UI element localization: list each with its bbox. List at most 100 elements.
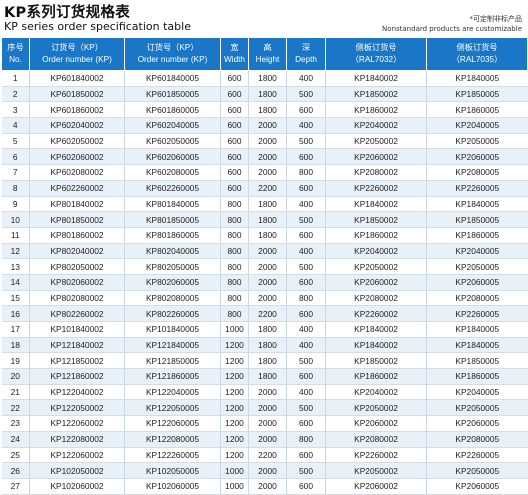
cell-side-panel-ral7032: KP2080002 [325, 164, 427, 181]
cell-order-number-a: KP102060002 [29, 478, 125, 495]
cell-side-panel-ral7032: KP1850002 [325, 352, 427, 370]
cell-side-panel-ral7035: KP1840005 [426, 70, 528, 87]
cell-no: 11 [1, 227, 30, 244]
cell-depth: 400 [286, 337, 326, 354]
cell-width: 600 [220, 117, 249, 134]
cell-depth: 400 [286, 196, 326, 213]
cell-width: 600 [220, 180, 249, 197]
table-row: 17 KP101840002 KP101840005 1000 1800 400 KP184… [1, 321, 528, 338]
table-row: 21 KP122040002 KP122040005 1200 2000 400 KP204… [1, 384, 528, 401]
table-row: 2 KP601850002 KP601850005 600 1800 500 KP18500… [1, 86, 528, 103]
header-side-panel-ral7035: 侧板订货号 （RAL7035） [426, 37, 528, 71]
table-row: 27 KP102060002 KP102060005 1000 2000 600 KP206… [1, 478, 528, 495]
cell-height: 1800 [248, 70, 287, 87]
table-row: 8 KP602260002 KP602260005 600 2200 600 KP22600… [1, 180, 528, 197]
cell-height: 2200 [248, 447, 287, 464]
cell-order-number-a: KP602050002 [29, 133, 125, 150]
cell-order-number-a: KP802060002 [29, 274, 125, 291]
cell-width: 600 [220, 148, 249, 166]
cell-side-panel-ral7032: KP2050002 [325, 399, 427, 417]
cell-side-panel-ral7035: KP2040005 [426, 384, 528, 401]
table-row: 13 KP802050002 KP802050005 800 2000 500 KP2050… [1, 258, 528, 275]
cell-side-panel-ral7032: KP2260002 [325, 180, 427, 197]
table-row: 11 KP801860002 KP801860005 800 1800 600 KP1860… [1, 227, 528, 244]
cell-no: 18 [1, 337, 30, 354]
cell-order-number-a: KP801860002 [29, 227, 125, 244]
cell-order-number-b: KP602260005 [124, 180, 221, 197]
cell-order-number-b: KP601860005 [124, 101, 221, 119]
cell-width: 1200 [220, 431, 249, 448]
cell-side-panel-ral7035: KP2260005 [426, 305, 528, 322]
cell-side-panel-ral7032: KP1850002 [325, 211, 427, 228]
cell-height: 2000 [248, 399, 287, 417]
cell-no: 6 [1, 148, 30, 166]
cell-order-number-b: KP601850005 [124, 86, 221, 103]
cell-order-number-b: KP101840005 [124, 321, 221, 338]
cell-depth: 400 [286, 243, 326, 260]
cell-depth: 800 [286, 290, 326, 307]
page-subtitle: KP series order specification table [4, 20, 191, 33]
cell-side-panel-ral7032: KP2060002 [325, 274, 427, 291]
cell-no: 15 [1, 290, 30, 307]
cell-no: 17 [1, 321, 30, 338]
cell-side-panel-ral7035: KP1840005 [426, 196, 528, 213]
cell-height: 1800 [248, 86, 287, 103]
cell-order-number-a: KP122080002 [29, 431, 125, 448]
cell-height: 1800 [248, 337, 287, 354]
table-row: 18 KP121840002 KP121840005 1200 1800 400 KP184… [1, 337, 528, 354]
cell-order-number-a: KP801850002 [29, 211, 125, 228]
cell-order-number-b: KP802260005 [124, 305, 221, 322]
cell-order-number-a: KP802260002 [29, 305, 125, 322]
cell-side-panel-ral7035: KP2040005 [426, 117, 528, 134]
cell-depth: 500 [286, 211, 326, 228]
cell-depth: 600 [286, 447, 326, 464]
table-row: 19 KP121850002 KP121850005 1200 1800 500 KP185… [1, 352, 528, 370]
cell-side-panel-ral7035: KP1860005 [426, 101, 528, 119]
cell-order-number-b: KP802080005 [124, 290, 221, 307]
cell-no: 9 [1, 196, 30, 213]
cell-width: 800 [220, 290, 249, 307]
cell-side-panel-ral7035: KP2050005 [426, 133, 528, 150]
cell-side-panel-ral7035: KP1840005 [426, 337, 528, 354]
cell-order-number-b: KP802060005 [124, 274, 221, 291]
cell-order-number-a: KP122060002 [29, 447, 125, 464]
header-order-number-a: 订货号（KP） Order number (KP) [29, 37, 125, 71]
cell-side-panel-ral7032: KP1840002 [325, 321, 427, 338]
cell-no: 20 [1, 368, 30, 385]
cell-no: 21 [1, 384, 30, 401]
cell-side-panel-ral7032: KP1840002 [325, 337, 427, 354]
cell-width: 1200 [220, 352, 249, 370]
cell-height: 1800 [248, 211, 287, 228]
cell-no: 2 [1, 86, 30, 103]
table-row: 25 KP122060002 KP122260005 1200 2200 600 KP226… [1, 447, 528, 464]
cell-depth: 500 [286, 462, 326, 479]
cell-width: 1200 [220, 399, 249, 417]
cell-no: 19 [1, 352, 30, 370]
cell-side-panel-ral7035: KP2060005 [426, 148, 528, 166]
cell-width: 1000 [220, 462, 249, 479]
cell-width: 1200 [220, 337, 249, 354]
cell-order-number-a: KP102050002 [29, 462, 125, 479]
cell-side-panel-ral7035: KP2060005 [426, 478, 528, 495]
cell-width: 800 [220, 274, 249, 291]
cell-height: 2000 [248, 290, 287, 307]
cell-no: 16 [1, 305, 30, 322]
cell-side-panel-ral7032: KP1850002 [325, 86, 427, 103]
cell-order-number-b: KP102060005 [124, 478, 221, 495]
cell-width: 800 [220, 211, 249, 228]
cell-depth: 400 [286, 70, 326, 87]
table-row: 5 KP602050002 KP602050005 600 2000 500 KP20500… [1, 133, 528, 150]
cell-side-panel-ral7035: KP1840005 [426, 321, 528, 338]
cell-order-number-b: KP121860005 [124, 368, 221, 385]
cell-depth: 600 [286, 415, 326, 432]
cell-side-panel-ral7035: KP1850005 [426, 352, 528, 370]
table-row: 7 KP602080002 KP602080005 600 2000 800 KP20800… [1, 164, 528, 181]
cell-no: 13 [1, 258, 30, 275]
customizable-note-en: Nonstandard products are customizable [382, 25, 522, 33]
cell-no: 25 [1, 447, 30, 464]
table-row: 15 KP802080002 KP802080005 800 2000 800 KP2080… [1, 290, 528, 307]
cell-no: 23 [1, 415, 30, 432]
cell-height: 1800 [248, 227, 287, 244]
cell-depth: 500 [286, 352, 326, 370]
cell-side-panel-ral7035: KP2060005 [426, 274, 528, 291]
